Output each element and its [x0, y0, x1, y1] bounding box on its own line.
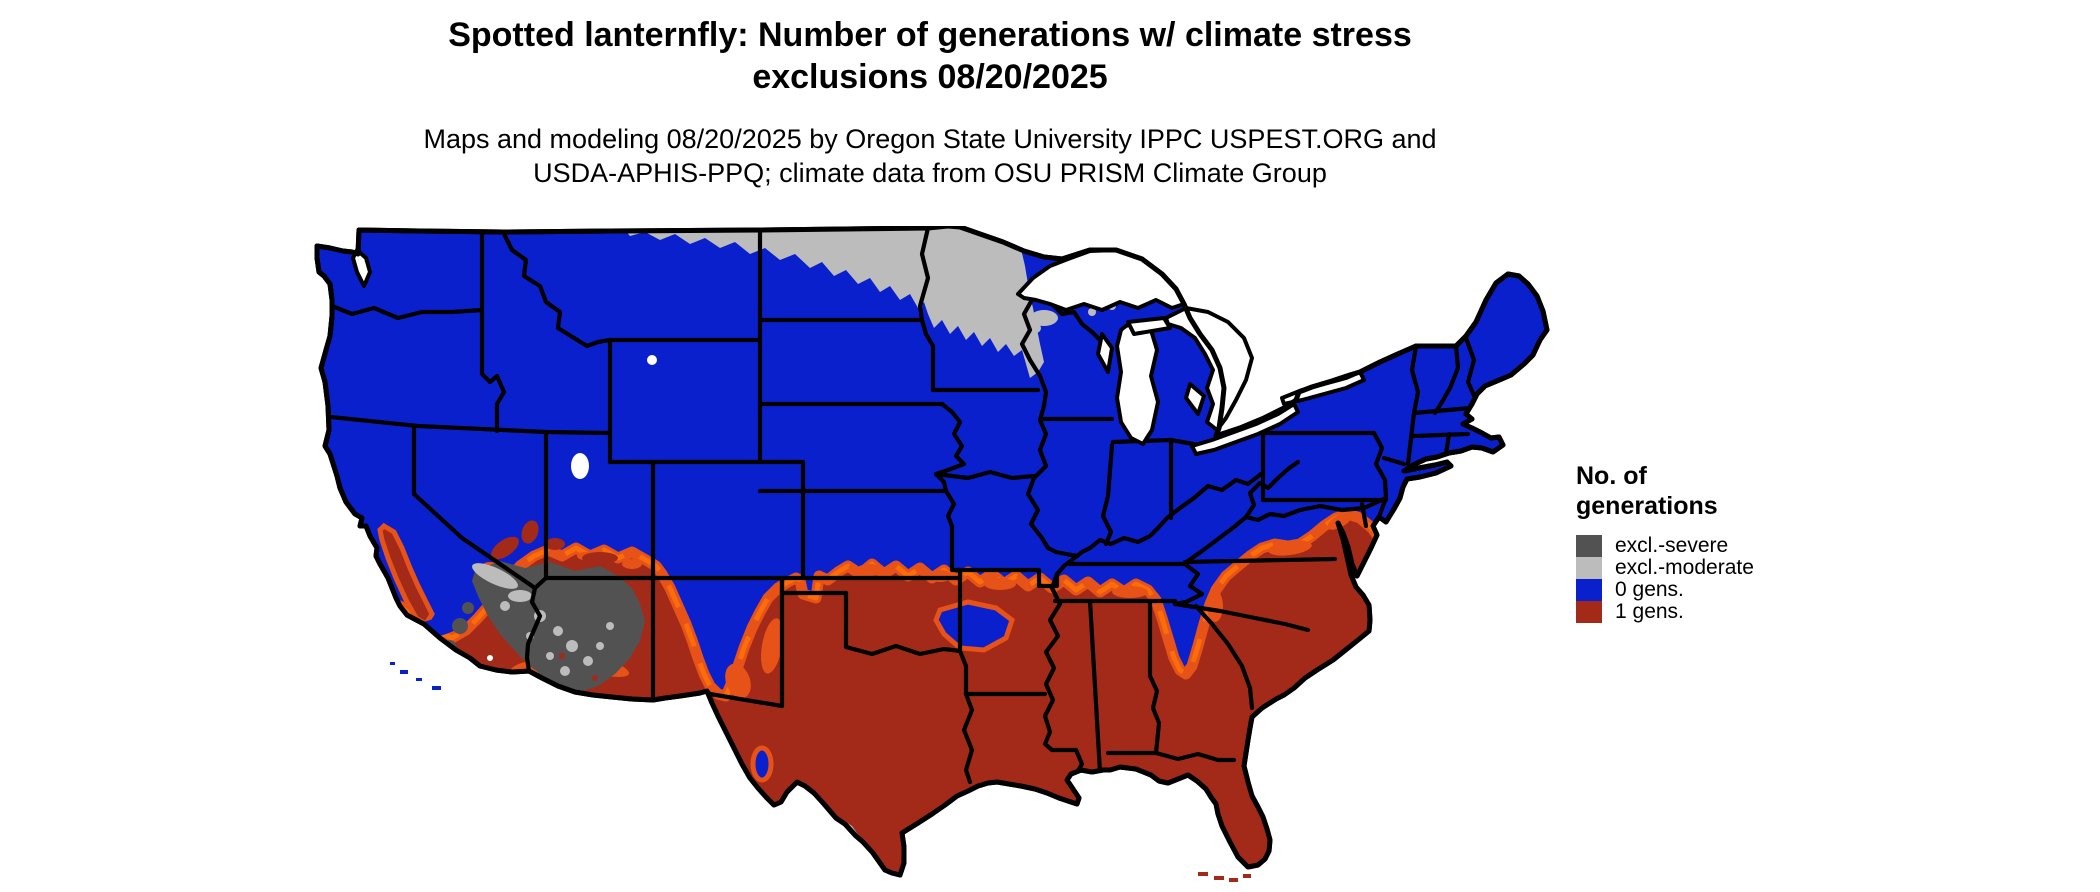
legend-label-1-gens: 1 gens.	[1615, 600, 1684, 623]
state-borders	[318, 226, 1479, 785]
map-subtitle-line2: USDA-APHIS-PPQ; climate data from OSU PR…	[533, 158, 1327, 189]
legend-swatch-1-gens	[1576, 601, 1602, 623]
map-subtitle-line1: Maps and modeling 08/20/2025 by Oregon S…	[423, 124, 1437, 154]
exclusion-moderate-patch	[1030, 310, 1058, 326]
us-outline-stroke	[314, 226, 1550, 878]
legend-title-line1: No. of	[1576, 462, 1647, 490]
channel-islands	[390, 662, 441, 690]
saginaw-bay	[1184, 382, 1206, 416]
legend-swatch-excl-moderate	[1576, 557, 1602, 579]
legend: No. of generations excl.-severe excl.-mod…	[1576, 462, 1754, 623]
exclusion-moderate-speck	[1031, 323, 1041, 333]
legend-items: excl.-severe excl.-moderate 0 gens. 1 gens.	[1576, 534, 1754, 623]
legend-swatch-0-gens	[1576, 579, 1602, 601]
exclusion-moderate-band	[618, 226, 1044, 378]
legend-swatch-excl-severe	[1576, 535, 1602, 557]
florida-keys	[1198, 872, 1251, 882]
legend-title: No. of generations	[1576, 462, 1754, 521]
great-lakes	[351, 248, 1366, 456]
legend-label-excl-severe: excl.-severe	[1615, 534, 1729, 557]
map-title-line1: Spotted lanternfly: Number of generation…	[448, 16, 1412, 54]
ozark-blue-pocket	[933, 599, 1015, 653]
legend-item-1-gens: 1 gens.	[1576, 600, 1754, 623]
legend-item-0-gens: 0 gens.	[1576, 578, 1754, 601]
legend-item-excl-moderate: excl.-moderate	[1576, 556, 1754, 579]
legend-title-line2: generations	[1576, 491, 1718, 520]
one-gen-fingers	[491, 520, 642, 569]
mackinac-strait	[1126, 316, 1172, 336]
yellowstone-lake	[647, 355, 657, 365]
legend-label-excl-moderate: excl.-moderate	[1615, 556, 1754, 579]
map-subtitle: Maps and modeling 08/20/2025 by Oregon S…	[0, 122, 1860, 190]
lake-michigan	[1115, 319, 1160, 446]
green-bay	[1096, 332, 1114, 374]
us-generations-map	[314, 226, 1550, 882]
legend-item-excl-severe: excl.-severe	[1576, 534, 1754, 557]
map-title: Spotted lanternfly: Number of generation…	[0, 14, 1860, 98]
puget-sound	[351, 248, 372, 288]
map-title-line2: exclusions 08/20/2025	[752, 58, 1108, 97]
west-texas-blue-pocket	[750, 745, 774, 783]
legend-label-0-gens: 0 gens.	[1615, 578, 1684, 601]
great-salt-lake	[571, 453, 589, 479]
exclusion-moderate-desert-speckles	[472, 563, 614, 681]
exclusion-moderate-speck	[1088, 308, 1096, 316]
